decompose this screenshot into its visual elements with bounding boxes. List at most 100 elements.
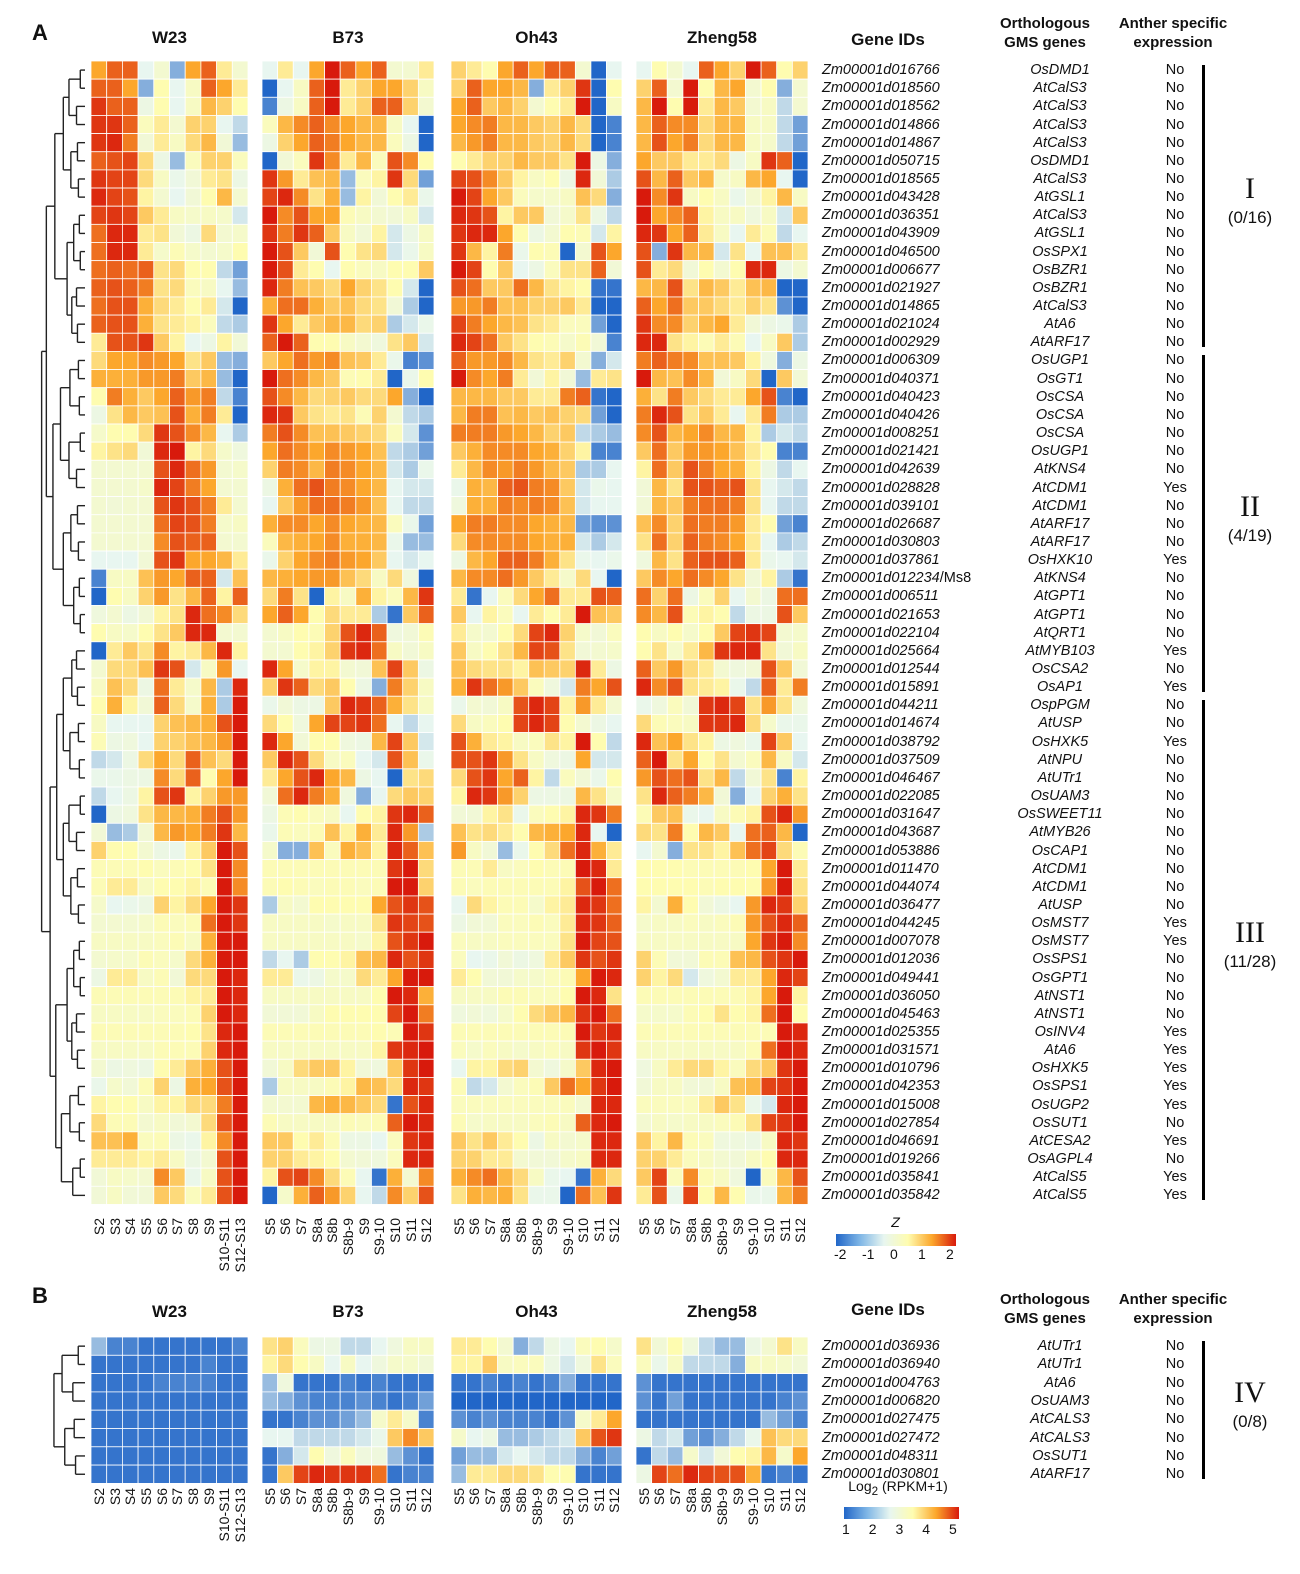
- a-cell-Zheng58-S8a-Zm00001d022104: [682, 623, 699, 643]
- a-cell-W23-S8-Zm00001d014674: [184, 714, 202, 733]
- a-cell-Zheng58-S8b-9-Zm00001d007078: [713, 931, 731, 951]
- a-cell-Oh43-S12-Zm00001d014674: [606, 714, 623, 733]
- a-cell-W23-S3-Zm00001d038792: [106, 732, 123, 752]
- a-gene-id: Zm00001d015008: [822, 1096, 940, 1114]
- b-cell-Oh43-S5-Zm00001d036936: [450, 1336, 467, 1356]
- a-cell-W23-S12-S13-Zm00001d027854: [231, 1113, 249, 1133]
- a-cell-Oh43-S8b-Zm00001d018562: [512, 96, 530, 116]
- b-cell-B73-S6-Zm00001d027472: [277, 1428, 294, 1448]
- a-cell-W23-S9-Zm00001d021653: [200, 605, 217, 625]
- a-cell-Zheng58-S10-Zm00001d043909: [760, 223, 778, 243]
- a-cell-Oh43-S8b-9-Zm00001d006309: [528, 350, 545, 370]
- a-dendrogram: [40, 69, 85, 1197]
- a-cell-B73-S9-10-Zm00001d035841: [371, 1167, 388, 1187]
- a-cell-B73-S8b-9-Zm00001d016766: [339, 60, 357, 80]
- a-cell-Zheng58-S7-Zm00001d002929: [666, 332, 684, 352]
- a-cell-Oh43-S8b-9-Zm00001d042639: [528, 459, 545, 479]
- a-cell-B73-S9-Zm00001d012234: [355, 568, 372, 588]
- a-cell-Zheng58-S8b-9-Zm00001d015891: [713, 677, 731, 697]
- a-cell-B73-S8a-Zm00001d037861: [308, 550, 325, 570]
- a-cell-Zheng58-S9-Zm00001d036050: [729, 986, 746, 1006]
- a-cell-Zheng58-S10-Zm00001d006511: [760, 586, 778, 606]
- a-cell-Zheng58-S5-Zm00001d043687: [635, 822, 653, 842]
- a-cell-Oh43-S12-Zm00001d050715: [606, 151, 623, 171]
- a-cell-B73-S9-Zm00001d044074: [355, 877, 372, 897]
- a-cell-W23-S3-Zm00001d044211: [106, 695, 123, 715]
- a-cell-Oh43-S8b-9-Zm00001d010796: [528, 1058, 545, 1078]
- a-cell-B73-S10-Zm00001d015008: [386, 1095, 404, 1115]
- a-cell-B73-S5-Zm00001d014865: [261, 296, 279, 316]
- b-cell-W23-S5-Zm00001d048311: [137, 1446, 155, 1466]
- a-cell-Zheng58-S8b-Zm00001d043428: [698, 187, 715, 207]
- a-cell-Oh43-S8b-Zm00001d012036: [512, 949, 530, 969]
- a-cell-Zheng58-S5-Zm00001d050715: [635, 151, 653, 171]
- b-cell-B73-S8b-9-Zm00001d027472: [339, 1428, 357, 1448]
- a-cell-B73-S9-Zm00001d021421: [355, 441, 372, 461]
- a-cell-Oh43-S7-Zm00001d008251: [481, 423, 499, 443]
- a-cell-Oh43-S9-10-Zm00001d021024: [559, 314, 576, 334]
- b-cell-B73-S8b-Zm00001d006820: [324, 1391, 341, 1411]
- a-cell-Oh43-S8b-Zm00001d006309: [512, 350, 530, 370]
- a-cell-B73-S5-Zm00001d031647: [261, 804, 279, 824]
- a-cell-Oh43-S9-10-Zm00001d018560: [559, 78, 576, 98]
- b-cell-Zheng58-S6-Zm00001d030801: [651, 1464, 668, 1484]
- a-cell-W23-S4-Zm00001d044074: [122, 877, 139, 897]
- strain-title-a-b73: B73: [332, 28, 364, 47]
- a-cell-Zheng58-S8b-9-Zm00001d036477: [713, 895, 731, 915]
- a-cell-B73-S8a-Zm00001d028828: [308, 478, 325, 498]
- b-cell-W23-S9-Zm00001d027475: [200, 1409, 217, 1429]
- a-cell-Oh43-S6-Zm00001d044074: [466, 877, 483, 897]
- a-cell-Oh43-S8b-Zm00001d007078: [512, 931, 530, 951]
- a-cell-Zheng58-S6-Zm00001d025664: [651, 641, 668, 661]
- a-cell-Oh43-S5-Zm00001d044245: [450, 913, 467, 933]
- a-cell-Zheng58-S6-Zm00001d014866: [651, 115, 668, 134]
- b-gene-id: Zm00001d004763: [822, 1374, 940, 1392]
- b-cell-Oh43-S8b-Zm00001d004763: [512, 1373, 530, 1393]
- a-cell-W23-S3-Zm00001d018565: [106, 169, 123, 189]
- a-cell-Zheng58-S10-Zm00001d037509: [760, 750, 778, 770]
- a-cell-Oh43-S6-Zm00001d006677: [466, 260, 483, 280]
- a-cell-W23-S7-Zm00001d015891: [169, 677, 186, 697]
- a-cell-B73-S11-Zm00001d044074: [402, 877, 419, 897]
- a-cell-W23-S7-Zm00001d021421: [169, 441, 186, 461]
- b-cell-Zheng58-S8b-Zm00001d036936: [698, 1336, 715, 1356]
- a-cell-Zheng58-S10-Zm00001d044074: [760, 877, 778, 897]
- a-cell-B73-S12-Zm00001d021421: [417, 441, 435, 461]
- a-cell-W23-S8-Zm00001d021421: [184, 441, 202, 461]
- a-cell-Zheng58-S8b-9-Zm00001d043909: [713, 223, 731, 243]
- b-cell-Zheng58-S7-Zm00001d027475: [666, 1409, 684, 1429]
- a-cell-B73-S12-Zm00001d012036: [417, 949, 435, 969]
- a-cell-Oh43-S12-Zm00001d040371: [606, 369, 623, 389]
- a-cell-Zheng58-S8b-9-Zm00001d046467: [713, 768, 731, 788]
- a-cell-B73-S8a-Zm00001d014867: [308, 133, 325, 153]
- a-cell-W23-S12-S13-Zm00001d014866: [231, 115, 249, 134]
- b-cell-B73-S12-Zm00001d036940: [417, 1354, 435, 1375]
- a-cell-Oh43-S9-Zm00001d026687: [543, 514, 561, 534]
- a-ortholog: OsHXK5: [1031, 733, 1089, 750]
- a-gene-id: Zm00001d008251: [822, 424, 940, 442]
- a-cell-B73-S5-Zm00001d021421: [261, 441, 279, 461]
- b-cell-Zheng58-S11-Zm00001d036936: [776, 1336, 793, 1356]
- a-cell-W23-S9-Zm00001d015008: [200, 1095, 217, 1115]
- a-xtick-oh43: S9: [544, 1218, 561, 1236]
- a-cell-Zheng58-S9-10-Zm00001d006309: [745, 350, 762, 370]
- a-cell-Zheng58-S9-Zm00001d046500: [729, 242, 746, 262]
- a-cell-Oh43-S10-Zm00001d043909: [574, 223, 592, 243]
- a-cell-Zheng58-S8b-9-Zm00001d036351: [713, 205, 731, 225]
- a-xtick-b73: S8a: [308, 1218, 325, 1243]
- a-ortholog: OsCSA: [1035, 388, 1085, 405]
- a-cell-Zheng58-S9-10-Zm00001d014866: [745, 115, 762, 134]
- a-cell-W23-S9-Zm00001d035842: [200, 1185, 217, 1205]
- a-cell-Zheng58-S6-Zm00001d046691: [651, 1131, 668, 1151]
- a-cell-Zheng58-S5-Zm00001d012544: [635, 659, 653, 679]
- a-cell-W23-S4-Zm00001d040423: [122, 387, 139, 407]
- a-gene-id: Zm00001d045463: [822, 1005, 940, 1023]
- a-cell-Zheng58-S5-Zm00001d042639: [635, 459, 653, 479]
- b-cell-B73-S6-Zm00001d027475: [277, 1409, 294, 1429]
- a-cell-W23-S8-Zm00001d053886: [184, 841, 202, 861]
- a-cell-W23-S9-Zm00001d014867: [200, 133, 217, 153]
- a-cell-W23-S5-Zm00001d011470: [137, 859, 155, 879]
- a-cell-B73-S8b-Zm00001d006677: [324, 260, 341, 280]
- a-cell-B73-S7-Zm00001d035842: [292, 1185, 310, 1205]
- a-cell-Zheng58-S8b-9-Zm00001d014674: [713, 714, 731, 733]
